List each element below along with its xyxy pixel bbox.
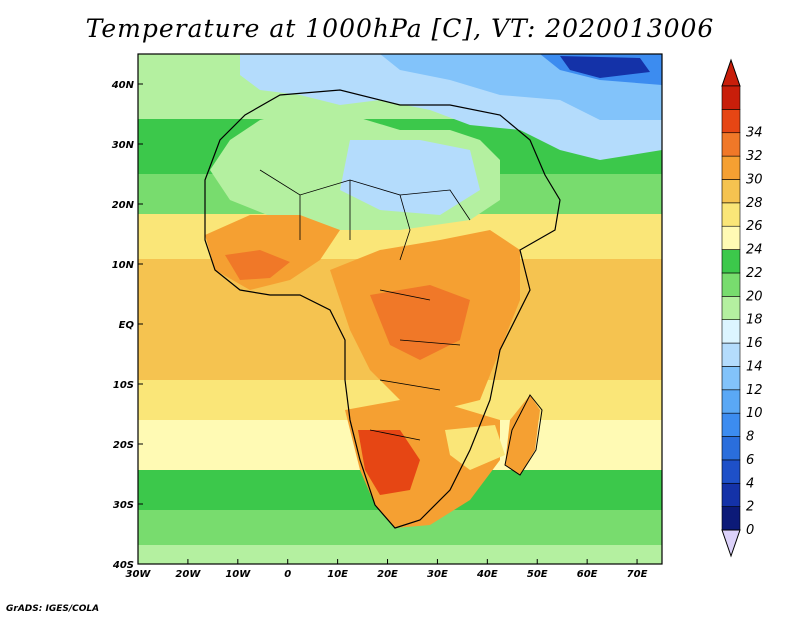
colorbar-label: 34 (746, 126, 763, 141)
lat-tick-label: 30S (113, 500, 134, 511)
colorbar-label: 30 (746, 172, 763, 187)
south-coolest-band (138, 545, 662, 564)
lat-tick-label: 20N (112, 200, 135, 211)
colorbar-label: 10 (746, 406, 763, 421)
colorbar-label: 14 (746, 359, 763, 374)
colorbar-segment (721, 109, 741, 134)
lon-tick-label: 70E (627, 569, 648, 580)
colorbar-label: 6 (746, 453, 754, 468)
colorbar-segment (721, 436, 741, 461)
lon-tick-label: 20W (175, 569, 201, 580)
colorbar-segment (721, 412, 741, 437)
colorbar-segment (721, 296, 741, 320)
colorbar-label: 22 (746, 266, 763, 281)
colorbar-label: 26 (746, 219, 763, 234)
central-africa-hot (370, 285, 470, 360)
colorbar-under-triangle (721, 529, 741, 558)
colorbar-label: 8 (746, 430, 754, 445)
southeast-africa-mild (445, 425, 505, 470)
colorbar-segment (721, 272, 741, 297)
africa-coastline (204, 89, 561, 529)
colorbar-label: 16 (746, 336, 763, 351)
colorbar-label: 28 (746, 196, 763, 211)
colorbar-segment (721, 319, 741, 344)
sahara-cold-core (340, 140, 480, 215)
colorbar-segment (721, 366, 741, 391)
lat-tick-label: 30N (112, 140, 135, 151)
lon-tick-label: 0 (284, 569, 291, 580)
colorbar-segment (721, 85, 741, 110)
kalahari-hot (358, 430, 420, 495)
colorbar-label: 20 (746, 289, 763, 304)
coldest-region (560, 56, 650, 78)
lat-tick-label: 40N (111, 80, 135, 91)
colorbar-label: 0 (746, 523, 754, 538)
lat-tick-label: 40S (112, 560, 134, 571)
plot-frame (137, 53, 663, 565)
colorbar-segment (721, 506, 741, 531)
lon-tick-label: 10E (327, 569, 348, 580)
lon-tick-label: 30E (427, 569, 448, 580)
map-title: Temperature at 1000hPa [C], VT: 20200130… (85, 14, 715, 43)
colorbar-label: 4 (746, 476, 754, 491)
colorbar-segment (721, 459, 741, 484)
latitude-axis: 40N 30N 20N 10N EQ 10S 20S 30S 40S (111, 80, 143, 571)
madagascar-coastline (504, 394, 543, 476)
colorbar-segment (721, 179, 741, 204)
country-borders (259, 169, 471, 441)
lon-tick-label: 50E (527, 569, 548, 580)
temperature-field (138, 54, 662, 564)
lat-tick-label: 10S (113, 380, 134, 391)
lat-tick-label: 20S (113, 440, 134, 451)
colorbar-segment (721, 225, 741, 250)
colorbar-label: 18 (746, 313, 763, 328)
colorbar-label: 32 (746, 149, 763, 164)
colorbar-segment (721, 342, 741, 367)
lon-tick-label: 20E (377, 569, 398, 580)
lon-tick-label: 30W (126, 569, 152, 580)
colorbar-segment (721, 482, 741, 507)
colorbar-segment (721, 249, 741, 274)
west-africa-hot (225, 250, 290, 280)
colorbar-segment (721, 202, 741, 227)
colorbar-segment (721, 389, 741, 414)
colorbar-over-triangle (721, 58, 741, 87)
lat-tick-label: EQ (119, 320, 135, 331)
madagascar-region (505, 395, 540, 475)
longitude-axis: 30W 20W 10W 0 10E 20E 30E 40E 50E 60E 70E (126, 559, 648, 580)
colorbar-label: 2 (746, 500, 754, 515)
lon-tick-label: 40E (476, 569, 498, 580)
colorbar-segment (721, 132, 741, 157)
lon-tick-label: 60E (577, 569, 598, 580)
lon-tick-label: 10W (225, 569, 251, 580)
colorbar-segment (721, 155, 741, 180)
lat-tick-label: 10N (112, 260, 135, 271)
colorbar-label: 24 (746, 243, 763, 258)
grads-credit: GrADS: IGES/COLA (6, 604, 100, 614)
colorbar-label: 12 (746, 383, 763, 398)
